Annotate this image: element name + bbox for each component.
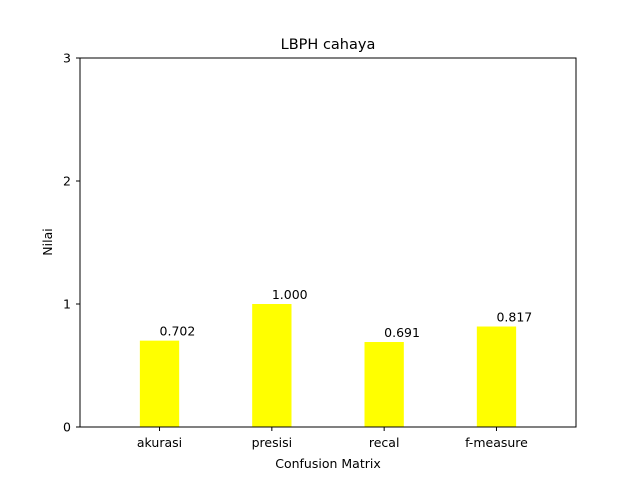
bars-group: [139, 304, 517, 427]
bar-recal: [364, 342, 404, 427]
x-tick-label-akurasi: akurasi: [137, 435, 182, 450]
y-tick-label: 3: [63, 51, 71, 66]
x-tick-label-f-measure: f-measure: [465, 435, 528, 450]
bar-akurasi: [139, 340, 180, 427]
bar-value-label-akurasi: 0.702: [160, 324, 196, 339]
bar-value-label-recal: 0.691: [384, 325, 420, 340]
y-axis-ticks: 0 1 2 3: [63, 51, 80, 435]
plot-frame: [79, 57, 577, 428]
x-tick-label-presisi: presisi: [252, 435, 292, 450]
y-tick-label: 2: [63, 174, 71, 189]
x-axis-ticks: akurasi presisi recal f-measure: [137, 427, 528, 450]
bar-presisi: [252, 304, 292, 427]
y-tick-label: 1: [63, 297, 71, 312]
chart-title: LBPH cahaya: [281, 37, 376, 53]
y-axis-label: Nilai: [40, 228, 55, 255]
x-tick-label-recal: recal: [369, 435, 400, 450]
y-tick-label: 0: [63, 420, 71, 435]
bar-f-measure: [476, 326, 517, 427]
bar-value-label-f-measure: 0.817: [496, 310, 532, 325]
x-axis-label: Confusion Matrix: [275, 456, 381, 471]
bar-value-labels: 0.702 1.000 0.691 0.817: [160, 287, 533, 340]
bar-value-label-presisi: 1.000: [272, 287, 308, 302]
